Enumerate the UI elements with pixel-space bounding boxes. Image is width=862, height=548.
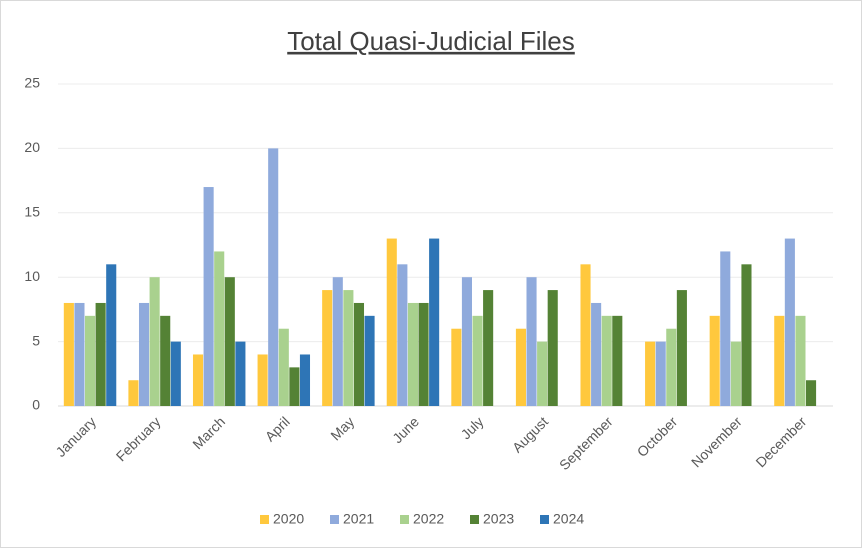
bar xyxy=(95,302,106,406)
legend-swatch xyxy=(470,515,479,524)
bar xyxy=(537,341,548,406)
bar xyxy=(741,264,752,406)
bar xyxy=(645,341,656,406)
legend-label: 2023 xyxy=(483,511,514,527)
bar xyxy=(397,264,408,406)
bar xyxy=(461,277,472,406)
bar xyxy=(63,302,74,406)
bar xyxy=(483,290,494,406)
bar xyxy=(547,290,558,406)
bar xyxy=(235,341,246,406)
bar xyxy=(795,315,806,406)
legend-swatch xyxy=(400,515,409,524)
bar xyxy=(774,315,785,406)
bar xyxy=(720,251,731,406)
bar xyxy=(709,315,720,406)
bar xyxy=(418,302,429,406)
legend-swatch xyxy=(330,515,339,524)
bar xyxy=(203,187,214,406)
legend-label: 2020 xyxy=(273,511,304,527)
bar xyxy=(655,341,666,406)
y-tick-label: 15 xyxy=(24,204,40,220)
legend-swatch xyxy=(540,515,549,524)
bar xyxy=(74,302,85,406)
bar xyxy=(214,251,225,406)
bar xyxy=(106,264,117,406)
bar xyxy=(278,328,289,406)
legend-label: 2022 xyxy=(413,511,444,527)
y-tick-label: 10 xyxy=(24,268,40,284)
bar xyxy=(580,264,591,406)
bar xyxy=(784,238,795,406)
bar xyxy=(612,315,623,406)
bar xyxy=(343,290,354,406)
bar xyxy=(299,354,311,406)
bar xyxy=(515,328,526,406)
bar xyxy=(170,341,181,406)
bar xyxy=(666,328,677,406)
bar xyxy=(601,315,612,406)
bar xyxy=(289,367,300,406)
legend-label: 2024 xyxy=(553,511,584,527)
bar xyxy=(160,315,171,406)
bar xyxy=(192,354,204,406)
bar xyxy=(268,148,279,406)
bar xyxy=(224,277,235,406)
bar xyxy=(332,277,343,406)
bar xyxy=(730,341,741,406)
bar xyxy=(138,302,150,406)
bar xyxy=(526,277,537,406)
bar xyxy=(84,315,96,406)
bar xyxy=(386,238,397,406)
bar xyxy=(128,380,139,406)
bar xyxy=(591,302,602,406)
bar xyxy=(676,290,687,406)
bar xyxy=(364,315,375,406)
chart-title: Total Quasi-Judicial Files xyxy=(287,26,575,56)
bar xyxy=(451,328,462,406)
y-tick-label: 5 xyxy=(32,332,40,348)
bar xyxy=(353,302,365,406)
legend-label: 2021 xyxy=(343,511,374,527)
bar xyxy=(472,315,483,406)
bar xyxy=(407,302,419,406)
y-tick-label: 20 xyxy=(24,139,40,155)
bar xyxy=(257,354,268,406)
bar xyxy=(806,380,817,406)
y-tick-label: 25 xyxy=(24,75,40,91)
y-tick-label: 0 xyxy=(32,397,40,413)
bar xyxy=(429,238,440,406)
bar xyxy=(149,277,160,406)
bar xyxy=(322,290,333,406)
legend-swatch xyxy=(260,515,269,524)
